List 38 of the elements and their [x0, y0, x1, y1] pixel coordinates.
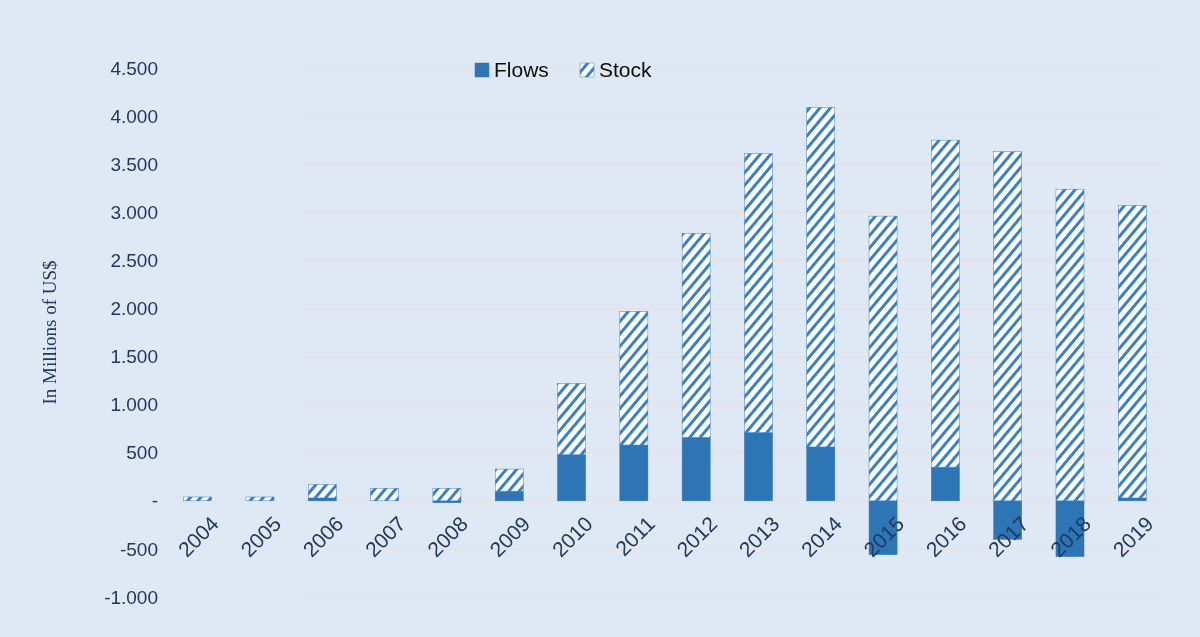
- bar: [1055, 188, 1085, 502]
- bar: [432, 488, 462, 502]
- bar: [557, 383, 586, 455]
- bar: [993, 151, 1022, 502]
- y-tick-label: 2.500: [110, 250, 158, 272]
- bar: [183, 496, 212, 502]
- bar: [1118, 205, 1147, 499]
- bar: [806, 446, 836, 502]
- bar: [931, 466, 960, 502]
- bar: [806, 107, 836, 448]
- y-tick-label: -500: [119, 538, 158, 560]
- bar: [494, 468, 524, 492]
- bar: [494, 490, 524, 502]
- bar: [308, 484, 337, 499]
- bar: [868, 215, 898, 502]
- legend-label: Flows: [494, 58, 549, 82]
- bar: [245, 496, 275, 502]
- y-tick-label: 2.000: [110, 298, 158, 320]
- bar: [370, 488, 399, 502]
- y-tick-label: 1.500: [110, 346, 158, 368]
- y-tick-label: 4.500: [110, 57, 158, 79]
- y-tick-label: 500: [126, 442, 158, 464]
- y-axis-title: In Millions of US$: [39, 260, 60, 405]
- bar: [681, 233, 711, 438]
- bar: [681, 437, 711, 502]
- bar: [557, 454, 586, 502]
- bar: [744, 153, 773, 433]
- y-tick-label: 3.500: [110, 153, 158, 175]
- bar: [744, 432, 773, 502]
- y-tick-label: -1.000: [104, 586, 158, 608]
- bar: [619, 311, 649, 446]
- y-tick-label: 3.000: [110, 201, 158, 223]
- bar: [931, 139, 960, 468]
- legend-label: Stock: [599, 58, 653, 82]
- bar: [619, 444, 649, 502]
- y-tick-label: 4.000: [110, 105, 158, 127]
- y-tick-label: 1.000: [110, 394, 158, 416]
- y-tick-label: -: [151, 490, 158, 512]
